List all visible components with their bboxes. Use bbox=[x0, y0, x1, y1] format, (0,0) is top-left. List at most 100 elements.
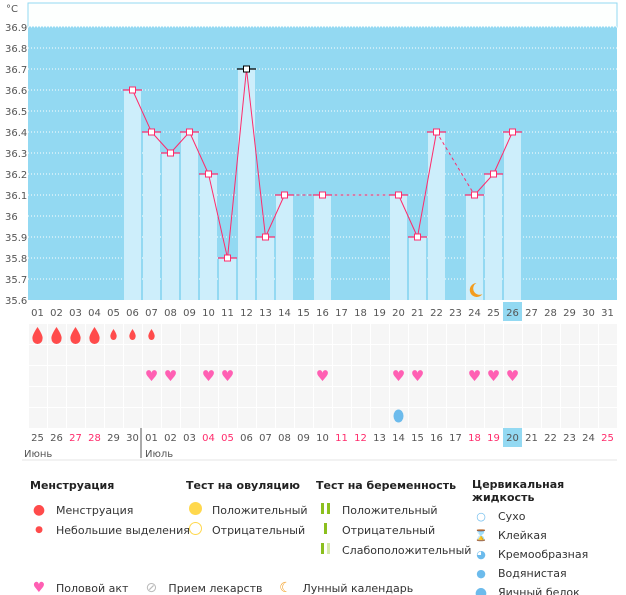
cycle-day-label: 01 bbox=[31, 308, 44, 319]
calendar-date-label: 24 bbox=[582, 433, 595, 444]
calendar-date-label: 30 bbox=[126, 433, 139, 444]
grid-cell bbox=[29, 387, 47, 407]
grid-cell bbox=[143, 408, 161, 428]
grid-cell bbox=[333, 324, 351, 344]
grid-cell bbox=[181, 408, 199, 428]
month-label: Июнь bbox=[24, 449, 52, 460]
legend-label: Небольшие выделения bbox=[56, 523, 190, 537]
grid-cell bbox=[599, 366, 617, 386]
temperature-point bbox=[148, 128, 155, 136]
legend-label: Положительный bbox=[342, 503, 438, 517]
grid-cell bbox=[219, 366, 237, 386]
calendar-date-label: 25 bbox=[31, 433, 44, 444]
calendar-date-label: 08 bbox=[278, 433, 291, 444]
dry-icon: ○ bbox=[476, 510, 486, 523]
calendar-date-label: 29 bbox=[107, 433, 120, 444]
grid-cell bbox=[428, 387, 446, 407]
grid-cell bbox=[48, 366, 66, 386]
grid-cell bbox=[105, 387, 123, 407]
cycle-day-label: 14 bbox=[278, 308, 291, 319]
temperature-point bbox=[414, 233, 421, 241]
grid-cell bbox=[466, 366, 484, 386]
menstruation-drop-icon bbox=[32, 327, 43, 344]
grid-cell bbox=[238, 345, 256, 365]
grid-cell bbox=[181, 324, 199, 344]
cycle-day-label: 18 bbox=[354, 308, 367, 319]
cycle-day-label: 21 bbox=[411, 308, 424, 319]
legend-ovulation: Тест на овуляцию Положительный Отрицател… bbox=[186, 479, 308, 540]
grid-cell bbox=[580, 387, 598, 407]
calendar-date-label: 07 bbox=[259, 433, 272, 444]
temperature-bar bbox=[238, 69, 255, 300]
grid-cell bbox=[219, 324, 237, 344]
grid-cell bbox=[390, 345, 408, 365]
temperature-bar bbox=[466, 195, 483, 300]
cycle-day-label: 20 bbox=[392, 308, 405, 319]
heart-icon: ♥ bbox=[392, 367, 405, 385]
legend-label: Лунный календарь bbox=[302, 581, 414, 595]
grid-cell bbox=[504, 366, 522, 386]
temperature-line-segment bbox=[436, 131, 475, 196]
temperature-point bbox=[243, 65, 250, 73]
grid-cell bbox=[390, 387, 408, 407]
grid-cell bbox=[409, 387, 427, 407]
grid-cell bbox=[219, 345, 237, 365]
grid-cell bbox=[485, 408, 503, 428]
grid-cell bbox=[105, 345, 123, 365]
grid-cell bbox=[257, 387, 275, 407]
today-highlight bbox=[503, 428, 522, 447]
temperature-point bbox=[262, 233, 269, 241]
two-lines-icon bbox=[316, 503, 334, 517]
legend-cervical: Цервикальная жидкость ○ Сухо ⌛ Клейкая ◕ Кр… bbox=[472, 478, 626, 595]
pill-icon: ⊘ bbox=[145, 580, 158, 595]
grid-cell bbox=[371, 345, 389, 365]
temperature-point bbox=[471, 191, 478, 199]
cycle-day-label: 25 bbox=[487, 308, 500, 319]
cycle-day-label: 24 bbox=[468, 308, 481, 319]
grid-cell bbox=[295, 387, 313, 407]
temperature-line-segment bbox=[132, 89, 152, 133]
grid-cell bbox=[390, 324, 408, 344]
grid-cell bbox=[504, 324, 522, 344]
grid-cell bbox=[295, 345, 313, 365]
temperature-line-segment bbox=[208, 173, 228, 259]
grid-cell bbox=[428, 366, 446, 386]
grid-cell bbox=[295, 324, 313, 344]
heart-icon: ♥ bbox=[506, 367, 519, 385]
heart-icon: ♥ bbox=[468, 367, 481, 385]
calendar-date-label: 23 bbox=[563, 433, 576, 444]
grid-cell bbox=[561, 408, 579, 428]
grid-cell bbox=[447, 408, 465, 428]
grid-cell bbox=[162, 387, 180, 407]
grid-cell bbox=[295, 366, 313, 386]
grid-cell bbox=[371, 408, 389, 428]
temperature-line-segment bbox=[398, 194, 418, 238]
spotting-drop-icon bbox=[148, 329, 155, 340]
temperature-point bbox=[205, 170, 212, 178]
cycle-day-label: 08 bbox=[164, 308, 177, 319]
grid-cell bbox=[314, 408, 332, 428]
legend-label: Отрицательный bbox=[342, 523, 436, 537]
grid-cell bbox=[580, 324, 598, 344]
y-tick-label: 36.9 bbox=[5, 23, 27, 34]
grid-cell bbox=[504, 387, 522, 407]
temperature-bar bbox=[428, 132, 445, 300]
grid-cell bbox=[428, 345, 446, 365]
plot-top-area bbox=[27, 2, 618, 28]
grid-cell bbox=[48, 345, 66, 365]
grid-cell bbox=[143, 366, 161, 386]
grid-cell bbox=[314, 324, 332, 344]
calendar-date-label: 10 bbox=[316, 433, 329, 444]
calendar-date-label: 04 bbox=[202, 433, 215, 444]
grid-cell bbox=[504, 345, 522, 365]
calendar-date-label: 19 bbox=[487, 433, 500, 444]
temperature-point bbox=[509, 128, 516, 136]
grid-cell bbox=[333, 408, 351, 428]
unit-label: °C bbox=[6, 4, 18, 15]
grid-cell bbox=[352, 387, 370, 407]
grid-cell bbox=[580, 366, 598, 386]
calendar-date-label: 21 bbox=[525, 433, 538, 444]
calendar-date-label: 26 bbox=[50, 433, 63, 444]
grid-cell bbox=[200, 408, 218, 428]
